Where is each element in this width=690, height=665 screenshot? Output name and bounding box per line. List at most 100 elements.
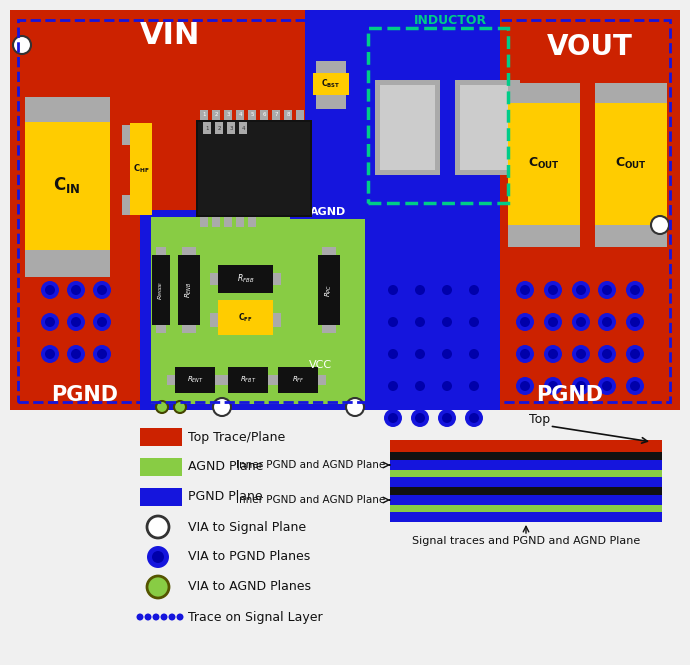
Text: $R_{FBT}$: $R_{FBT}$ bbox=[240, 375, 256, 385]
Bar bbox=[455, 80, 520, 175]
Circle shape bbox=[520, 317, 530, 327]
Circle shape bbox=[602, 285, 612, 295]
Circle shape bbox=[97, 285, 107, 295]
Circle shape bbox=[465, 281, 483, 299]
Circle shape bbox=[630, 381, 640, 391]
Circle shape bbox=[548, 349, 558, 359]
Circle shape bbox=[598, 281, 616, 299]
Circle shape bbox=[93, 345, 111, 363]
Text: 6: 6 bbox=[262, 112, 266, 118]
Bar bbox=[148, 217, 151, 407]
Bar bbox=[215, 375, 223, 385]
Bar bbox=[196, 120, 312, 217]
Bar bbox=[322, 325, 335, 333]
Circle shape bbox=[147, 546, 169, 568]
Circle shape bbox=[442, 349, 452, 359]
Bar bbox=[130, 123, 152, 215]
Circle shape bbox=[41, 281, 59, 299]
Bar bbox=[140, 488, 182, 506]
Bar bbox=[273, 273, 281, 285]
Circle shape bbox=[572, 281, 590, 299]
Bar bbox=[239, 122, 247, 134]
Bar bbox=[390, 452, 662, 460]
Text: AGND Plane: AGND Plane bbox=[188, 460, 264, 473]
Circle shape bbox=[415, 381, 425, 391]
Bar bbox=[122, 195, 130, 215]
Circle shape bbox=[438, 409, 456, 427]
Circle shape bbox=[598, 313, 616, 331]
Text: AGND: AGND bbox=[310, 207, 346, 217]
Bar bbox=[156, 247, 166, 255]
Text: VIA to AGND Planes: VIA to AGND Planes bbox=[188, 581, 311, 593]
Circle shape bbox=[576, 317, 586, 327]
Text: $R_{FF}$: $R_{FF}$ bbox=[292, 375, 304, 385]
Circle shape bbox=[442, 381, 452, 391]
Text: PGND: PGND bbox=[52, 385, 119, 405]
Text: 1: 1 bbox=[205, 126, 209, 130]
Bar bbox=[224, 217, 232, 227]
Circle shape bbox=[544, 281, 562, 299]
Bar bbox=[227, 122, 235, 134]
Bar bbox=[122, 125, 130, 145]
Circle shape bbox=[174, 401, 186, 413]
Bar bbox=[500, 10, 680, 210]
Circle shape bbox=[602, 381, 612, 391]
Circle shape bbox=[71, 285, 81, 295]
Text: $R_{PC}$: $R_{PC}$ bbox=[324, 283, 334, 297]
Bar bbox=[595, 83, 667, 105]
Text: VIA to PGND Planes: VIA to PGND Planes bbox=[188, 551, 310, 563]
Bar bbox=[390, 487, 662, 495]
Text: $\mathbf{C_{HF}}$: $\mathbf{C_{HF}}$ bbox=[132, 163, 149, 176]
Text: 3: 3 bbox=[229, 126, 233, 130]
Bar bbox=[10, 10, 320, 210]
Bar bbox=[148, 214, 368, 217]
Circle shape bbox=[516, 313, 534, 331]
Bar bbox=[390, 470, 662, 477]
Circle shape bbox=[45, 317, 55, 327]
Bar bbox=[175, 367, 215, 393]
Circle shape bbox=[438, 345, 456, 363]
Text: 8: 8 bbox=[286, 112, 290, 118]
Circle shape bbox=[630, 285, 640, 295]
Circle shape bbox=[651, 216, 669, 234]
Bar bbox=[200, 110, 208, 120]
Text: $R_{MODE}$: $R_{MODE}$ bbox=[157, 280, 166, 300]
Text: VOUT: VOUT bbox=[547, 33, 633, 61]
Bar bbox=[248, 217, 256, 227]
Bar bbox=[236, 217, 244, 227]
Text: VIA to Signal Plane: VIA to Signal Plane bbox=[188, 521, 306, 533]
Text: VCC: VCC bbox=[308, 360, 332, 370]
Text: Trace on Signal Layer: Trace on Signal Layer bbox=[188, 610, 323, 624]
Bar bbox=[152, 255, 170, 325]
Circle shape bbox=[548, 285, 558, 295]
Circle shape bbox=[548, 317, 558, 327]
Text: $R_{ENT}$: $R_{ENT}$ bbox=[186, 375, 204, 385]
Text: PGND Plane: PGND Plane bbox=[188, 491, 263, 503]
Circle shape bbox=[93, 281, 111, 299]
Bar bbox=[148, 404, 368, 407]
Circle shape bbox=[572, 313, 590, 331]
Circle shape bbox=[520, 381, 530, 391]
Bar bbox=[316, 61, 346, 75]
Circle shape bbox=[67, 313, 85, 331]
Bar bbox=[220, 375, 228, 385]
Text: $\mathbf{C_{OUT}}$: $\mathbf{C_{OUT}}$ bbox=[528, 156, 560, 170]
Bar bbox=[178, 255, 200, 325]
Bar bbox=[248, 110, 256, 120]
Bar bbox=[390, 512, 662, 522]
Circle shape bbox=[411, 409, 429, 427]
Circle shape bbox=[388, 285, 398, 295]
Circle shape bbox=[147, 516, 169, 538]
Circle shape bbox=[630, 317, 640, 327]
Bar bbox=[390, 440, 662, 452]
Bar bbox=[390, 460, 662, 470]
Circle shape bbox=[602, 317, 612, 327]
Circle shape bbox=[442, 317, 452, 327]
Bar bbox=[25, 249, 110, 277]
Bar bbox=[368, 28, 508, 203]
Bar bbox=[18, 20, 670, 402]
Circle shape bbox=[572, 345, 590, 363]
Circle shape bbox=[213, 398, 231, 416]
Bar bbox=[198, 122, 310, 215]
Circle shape bbox=[388, 413, 398, 423]
